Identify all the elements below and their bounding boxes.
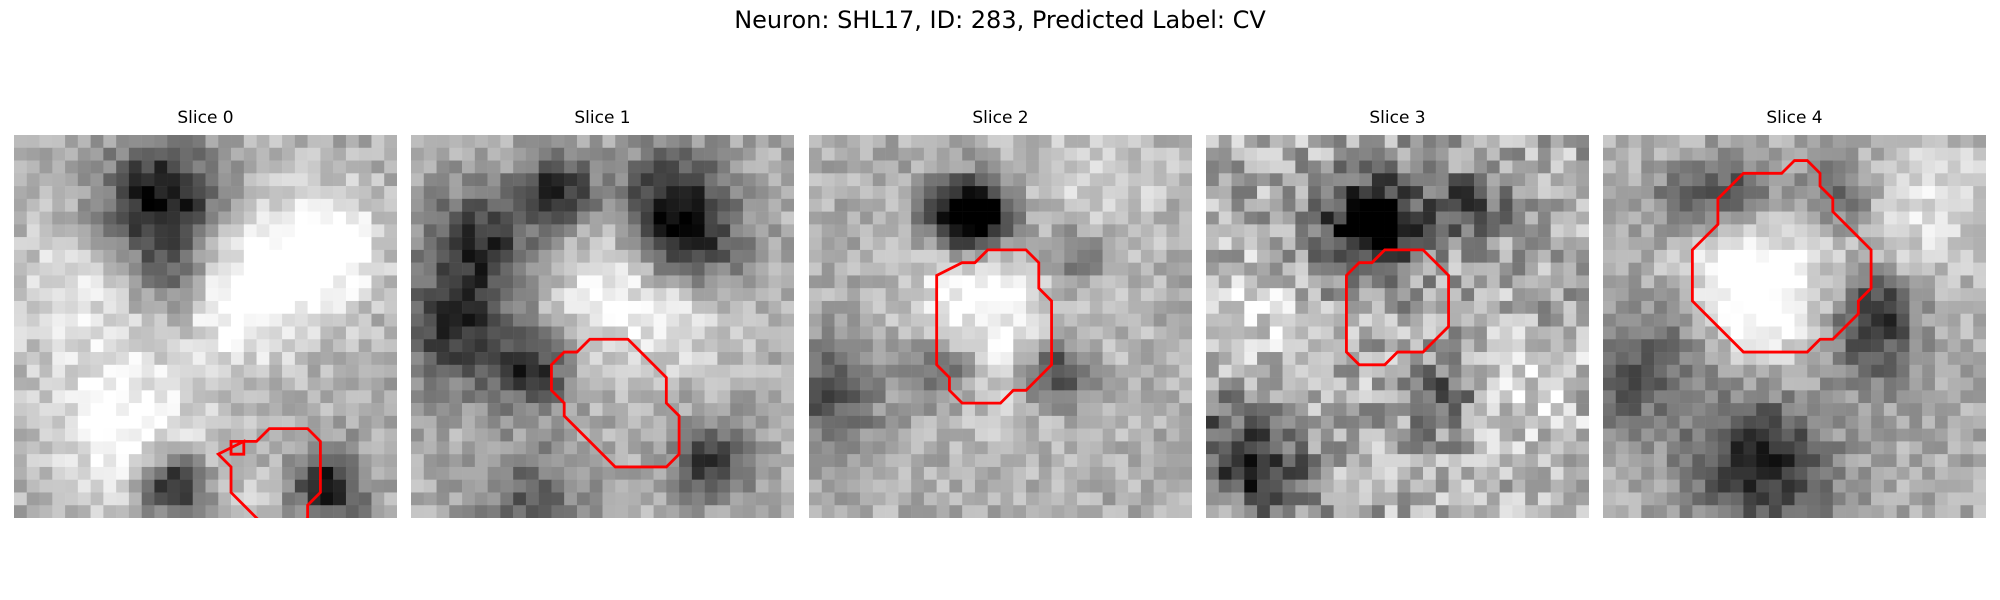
roi-outline xyxy=(935,248,1053,405)
slice-image-3 xyxy=(1206,135,1589,518)
slice-image-1 xyxy=(411,135,794,518)
roi-outline xyxy=(550,337,681,469)
pixel-grid xyxy=(411,135,794,518)
pixel-grid xyxy=(14,135,397,518)
slice-title-3: Slice 3 xyxy=(1369,108,1426,128)
slice-title-2: Slice 2 xyxy=(972,108,1029,128)
slice-title-0: Slice 0 xyxy=(177,108,234,128)
slice-image-4 xyxy=(1603,135,1986,518)
slice-title-4: Slice 4 xyxy=(1766,108,1823,128)
roi-outline xyxy=(1690,159,1873,354)
pixel-grid xyxy=(1206,135,1589,518)
roi-outline xyxy=(1345,248,1450,367)
slice-image-2 xyxy=(809,135,1192,518)
slice-image-0 xyxy=(14,135,397,518)
slice-title-1: Slice 1 xyxy=(574,108,631,128)
pixel-grid xyxy=(1603,135,1986,518)
pixel-grid xyxy=(809,135,1192,518)
roi-outline xyxy=(215,427,322,518)
figure-suptitle: Neuron: SHL17, ID: 283, Predicted Label:… xyxy=(734,6,1266,34)
